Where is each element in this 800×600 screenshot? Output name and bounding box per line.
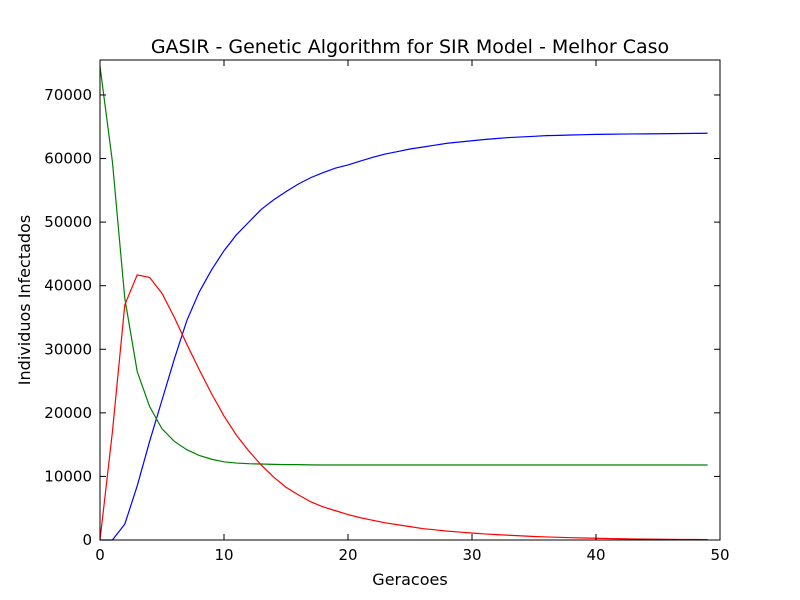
x-tick-label: 20 [338, 546, 357, 564]
series-line-3 [99, 274, 708, 541]
y-tick-label: 50000 [44, 213, 92, 231]
y-tick-label: 70000 [44, 86, 92, 104]
plot-frame [99, 59, 721, 541]
y-tick-label: 20000 [44, 404, 92, 422]
series-line-2 [99, 66, 708, 466]
y-tick-label: 0 [82, 531, 92, 549]
y-tick-label: 30000 [44, 340, 92, 358]
x-tick-label: 0 [95, 546, 105, 564]
y-tick-label: 40000 [44, 277, 92, 295]
x-tick-label: 10 [214, 546, 233, 564]
y-axis: 0 10000 20000 30000 40000 50000 60000 70000 [44, 86, 720, 549]
x-axis-label: Geracoes [372, 570, 447, 589]
y-axis-label: Individuos Infectados [15, 215, 34, 385]
x-axis: 0 10 20 30 40 50 [95, 60, 730, 564]
x-tick-label: 40 [586, 546, 605, 564]
y-tick-label: 60000 [44, 150, 92, 168]
y-tick-label: 10000 [44, 467, 92, 485]
x-tick-label: 30 [462, 546, 481, 564]
series-line-1 [100, 132, 708, 541]
chart-title: GASIR - Genetic Algorithm for SIR Model … [151, 36, 669, 58]
x-tick-label: 50 [710, 546, 729, 564]
plot-lines [99, 66, 708, 541]
